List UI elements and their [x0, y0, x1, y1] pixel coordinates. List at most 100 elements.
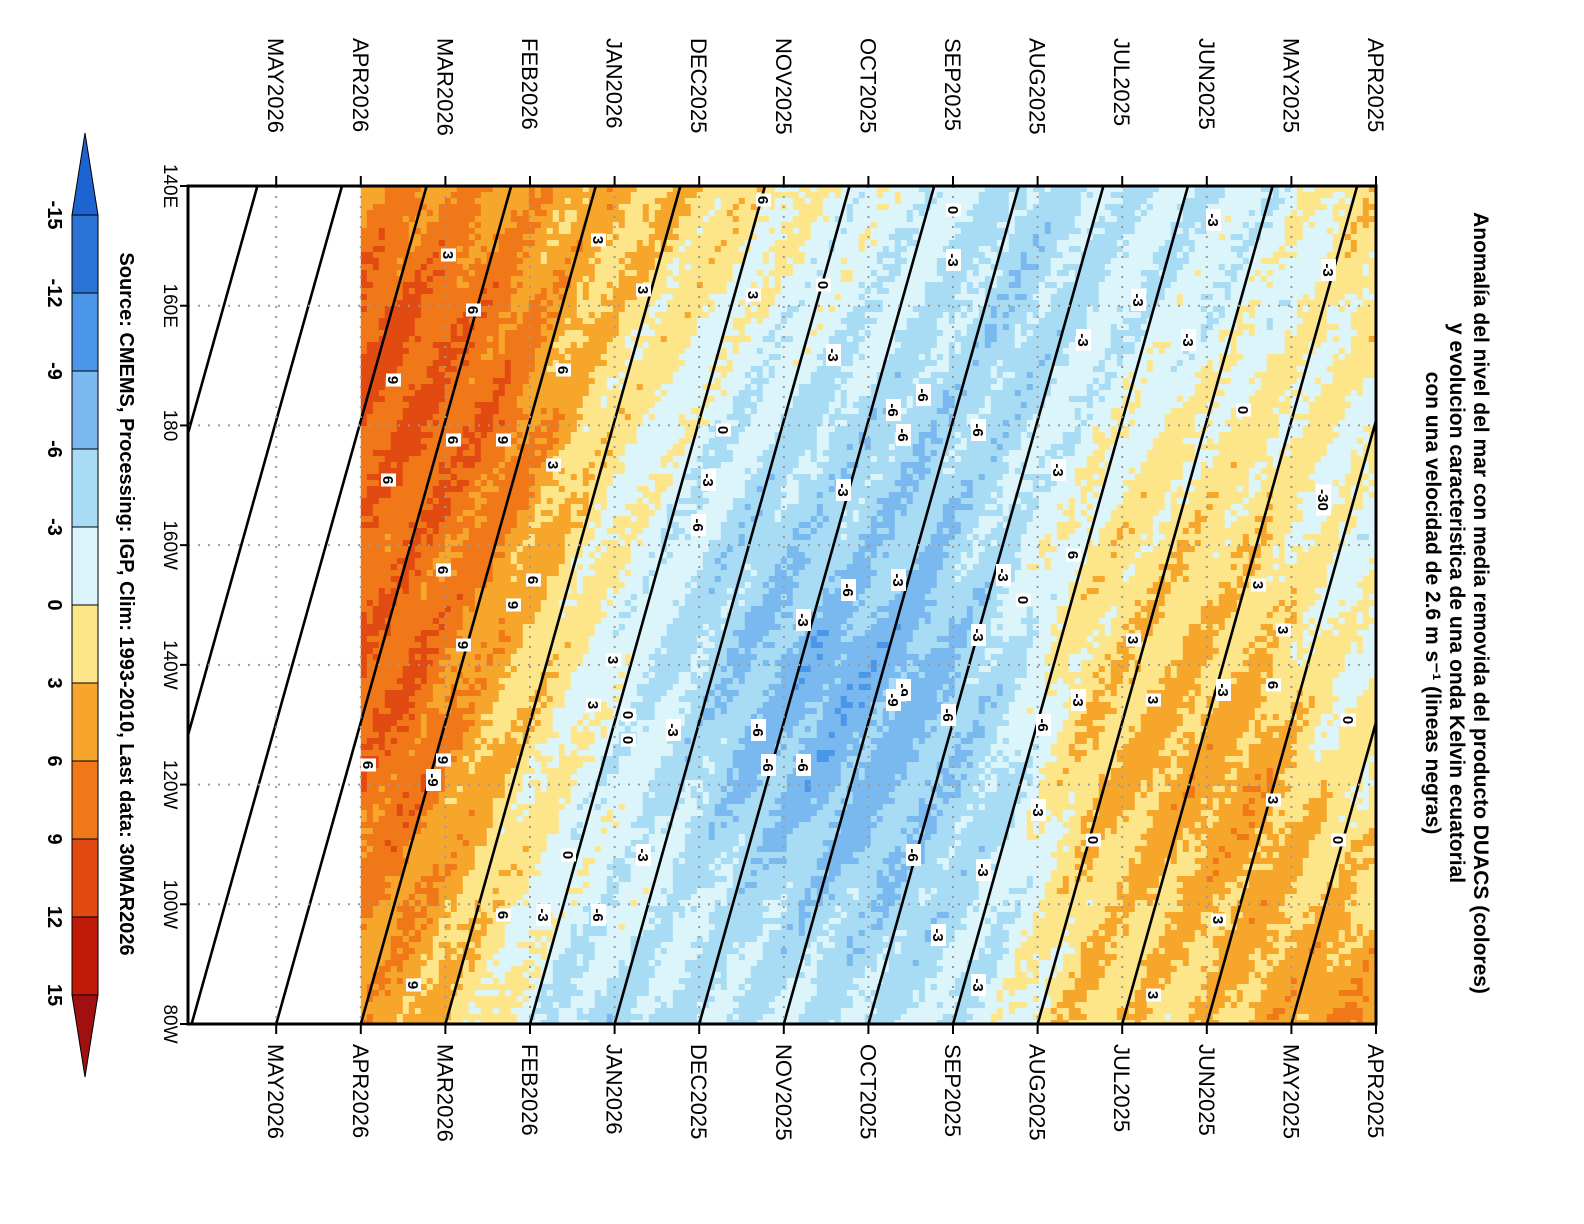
- heatmap-cell-4990: [571, 726, 578, 733]
- heatmap-cell-654: [385, 750, 392, 757]
- heatmap-cell-2691: [475, 372, 482, 379]
- heatmap-cell-4549: [553, 600, 560, 607]
- heatmap-cell-4869: [565, 840, 572, 847]
- heatmap-cell-1169: [409, 480, 416, 487]
- heatmap-cell-2586: [469, 582, 476, 589]
- heatmap-cell-1381: [415, 912, 422, 919]
- heatmap-cell-866: [397, 342, 404, 349]
- heatmap-cell-2376: [457, 1002, 464, 1009]
- heatmap-cell-2761: [475, 792, 482, 799]
- heatmap-cell-284: [373, 210, 380, 217]
- heatmap-cell-813: [391, 864, 398, 871]
- heatmap-cell-1932: [439, 858, 446, 865]
- heatmap-cell-623: [385, 564, 392, 571]
- heatmap-cell-2326: [457, 702, 464, 709]
- heatmap-cell-4648: [559, 354, 566, 361]
- heatmap-cell-3005: [487, 576, 494, 583]
- heatmap-cell-3987: [529, 588, 536, 595]
- heatmap-cell-930: [397, 726, 404, 733]
- heatmap-cell-516: [379, 762, 386, 769]
- heatmap-cell-1017: [403, 408, 410, 415]
- heatmap-cell-4795: [565, 396, 572, 403]
- heatmap-cell-1757: [433, 648, 440, 655]
- heatmap-cell-1810: [433, 966, 440, 973]
- heatmap-cell-968: [397, 954, 404, 961]
- heatmap-cell-1811: [433, 972, 440, 979]
- heatmap-cell-4324: [541, 930, 548, 937]
- heatmap-cell-4755: [559, 996, 566, 1003]
- heatmap-cell-1441: [421, 432, 428, 439]
- heatmap-cell-3009: [487, 600, 494, 607]
- heatmap-cell-655: [385, 756, 392, 763]
- heatmap-cell-4344: [547, 210, 554, 217]
- heatmap-cell-4817: [565, 528, 572, 535]
- heatmap-cell-4588: [553, 834, 560, 841]
- heatmap-cell-966: [397, 942, 404, 949]
- heatmap-cell-850: [397, 246, 404, 253]
- heatmap-cell-3120: [493, 426, 500, 433]
- heatmap-cell-555: [379, 996, 386, 1003]
- heatmap-cell-4298: [541, 774, 548, 781]
- heatmap-cell-3967: [529, 468, 536, 475]
- heatmap-cell-4130: [535, 606, 542, 613]
- heatmap-cell-1007: [403, 348, 410, 355]
- heatmap-cell-677: [385, 888, 392, 895]
- heatmap-cell-831: [391, 972, 398, 979]
- heatmap-cell-3491: [505, 972, 512, 979]
- heatmap-cell-4883: [565, 924, 572, 931]
- heatmap-cell-3544: [511, 450, 518, 457]
- heatmap-cell-3679: [517, 420, 524, 427]
- heatmap-cell-4746: [559, 942, 566, 949]
- heatmap-cell-2621: [469, 792, 476, 799]
- heatmap-cell-2231: [451, 972, 458, 979]
- heatmap-cell-2974: [487, 390, 494, 397]
- heatmap-cell-1121: [409, 192, 416, 199]
- heatmap-cell-2640: [469, 906, 476, 913]
- heatmap-cell-4861: [565, 792, 572, 799]
- heatmap-cell-790: [391, 726, 398, 733]
- heatmap-cell-641: [385, 672, 392, 679]
- heatmap-cell-2822: [481, 318, 488, 325]
- heatmap-cell-2279: [457, 420, 464, 427]
- heatmap-cell-4140: [535, 666, 542, 673]
- heatmap-cell-848: [397, 234, 404, 241]
- heatmap-cell-3166: [493, 702, 500, 709]
- heatmap-cell-3111: [493, 372, 500, 379]
- heatmap-cell-2312: [457, 618, 464, 625]
- heatmap-cell-1549: [427, 240, 434, 247]
- heatmap-cell-2613: [469, 744, 476, 751]
- heatmap-cell-4680: [559, 546, 566, 553]
- heatmap-cell-1768: [433, 714, 440, 721]
- heatmap-cell-3116: [493, 402, 500, 409]
- heatmap-cell-3245: [499, 336, 506, 343]
- heatmap-cell-1530: [421, 966, 428, 973]
- heatmap-cell-1808: [433, 954, 440, 961]
- heatmap-cell-1344: [415, 690, 422, 697]
- heatmap-cell-2478: [463, 774, 470, 781]
- heatmap-cell-2887: [481, 708, 488, 715]
- heatmap-cell-949: [397, 840, 404, 847]
- heatmap-cell-3557: [511, 528, 518, 535]
- heatmap-cell-4941: [571, 432, 578, 439]
- heatmap-cell-4750: [559, 966, 566, 973]
- heatmap-cell-1490: [421, 726, 428, 733]
- heatmap-cell-2742: [475, 678, 482, 685]
- heatmap-cell-3722: [517, 678, 524, 685]
- heatmap-cell-456: [379, 402, 386, 409]
- heatmap-cell-3727: [517, 708, 524, 715]
- heatmap-cell-4571: [553, 732, 560, 739]
- heatmap-cell-3241: [499, 312, 506, 319]
- heatmap-cell-922: [397, 678, 404, 685]
- heatmap-cell-2851: [481, 492, 488, 499]
- heatmap-cell-4086: [535, 342, 542, 349]
- heatmap-cell-3673: [517, 384, 524, 391]
- heatmap-cell-3476: [505, 882, 512, 889]
- heatmap-cell-1565: [427, 336, 434, 343]
- heatmap-cell-4137: [535, 648, 542, 655]
- heatmap-cell-1717: [433, 408, 440, 415]
- heatmap-cell-3808: [523, 354, 530, 361]
- heatmap-cell-2671: [475, 252, 482, 259]
- heatmap-cell-2167: [451, 588, 458, 595]
- heatmap-cell-4939: [571, 420, 578, 427]
- heatmap-cell-2275: [457, 396, 464, 403]
